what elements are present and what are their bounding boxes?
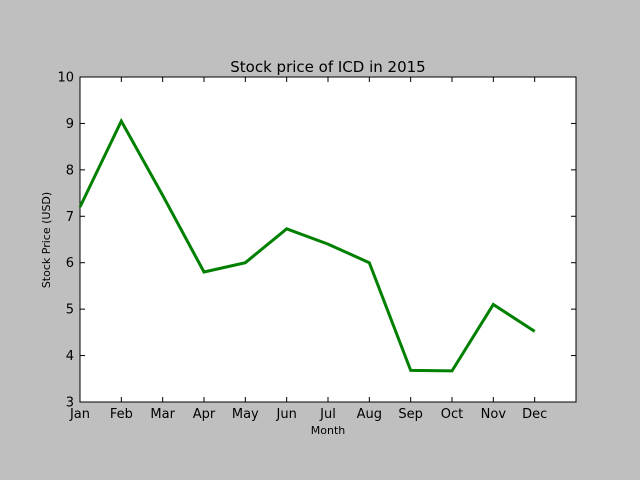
y-tick-label: 9 bbox=[66, 117, 74, 132]
x-tick-label: Feb bbox=[110, 407, 133, 422]
chart-title: Stock price of ICD in 2015 bbox=[230, 58, 425, 76]
series-line bbox=[78, 117, 536, 373]
x-axis-label: Month bbox=[311, 424, 346, 437]
x-tick-label: Aug bbox=[357, 407, 382, 422]
y-axis-label: Stock Price (USD) bbox=[40, 192, 53, 288]
x-tick-label: Nov bbox=[481, 407, 507, 422]
series-layer bbox=[78, 117, 536, 373]
y-tick-label: 8 bbox=[66, 163, 74, 178]
ticks-layer: 3 4 5 6 7 8 9 10 Jan Feb Mar Apr May Jun Jul Aug Sep Oct N… bbox=[57, 71, 576, 422]
x-tick-label: Apr bbox=[193, 407, 216, 422]
y-tick-label: 10 bbox=[57, 71, 74, 86]
y-tick-label: 5 bbox=[66, 303, 74, 318]
plot-area bbox=[79, 76, 577, 403]
y-tick-label: 6 bbox=[66, 256, 74, 271]
x-tick-label: May bbox=[232, 407, 259, 422]
y-tick-label: 7 bbox=[66, 210, 74, 225]
y-tick-label: 4 bbox=[66, 349, 74, 364]
x-tick-label: Dec bbox=[522, 407, 547, 422]
x-tick-label: Jun bbox=[276, 407, 297, 422]
x-tick-label: Jan bbox=[69, 407, 90, 422]
x-tick-label: Oct bbox=[441, 407, 463, 422]
x-tick-label: Sep bbox=[398, 407, 423, 422]
x-tick-label: Mar bbox=[150, 407, 175, 422]
x-tick-label: Jul bbox=[319, 407, 336, 422]
y-tick-label: 3 bbox=[66, 396, 74, 411]
